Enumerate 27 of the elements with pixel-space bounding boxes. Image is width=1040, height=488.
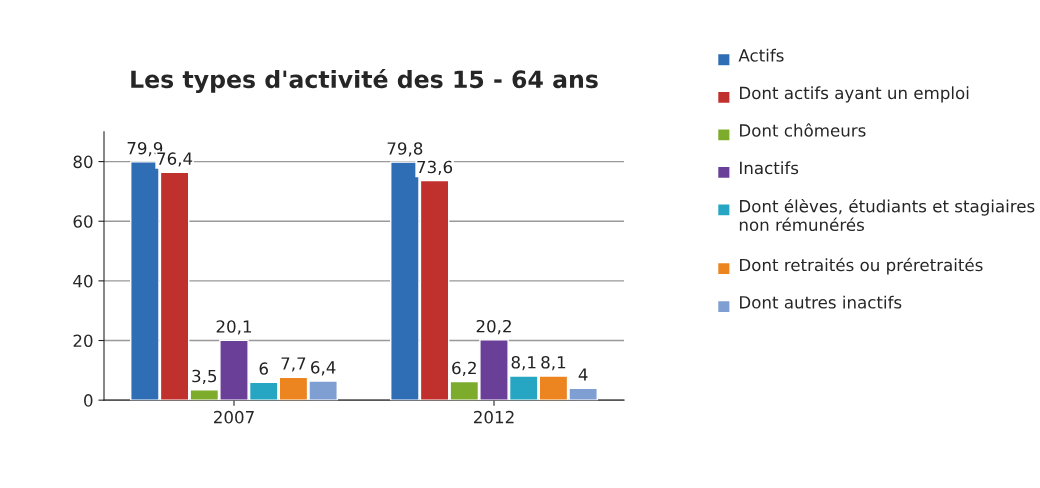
- chart-title: Les types d'activité des 15 - 64 ans: [131, 68, 598, 93]
- data-label: 3,5: [192, 369, 217, 385]
- legend-label: Dont retraités ou préretraités: [740, 257, 983, 275]
- y-tick-label: 80: [73, 155, 93, 169]
- data-label: 6: [259, 362, 268, 375]
- data-label: 8,1: [511, 356, 536, 371]
- legend-label: Dont chômeurs: [740, 123, 866, 137]
- data-label: 8,1: [541, 356, 566, 371]
- legend-label: Dont élèves, étudiants et stagiaires non rémunérés: [739, 198, 1035, 232]
- data-label: 20,1: [216, 320, 252, 335]
- legend-label: Dont actifs ayant un emploi: [740, 86, 969, 103]
- data-label: 4: [578, 368, 588, 381]
- data-label: 6,2: [452, 361, 476, 376]
- y-tick-label: 60: [73, 215, 93, 228]
- legend-label: Dont autres inactifs: [740, 295, 902, 309]
- data-label: 79,8: [387, 142, 423, 157]
- y-tick-label: 40: [73, 274, 93, 288]
- x-tick-label: 2012: [474, 410, 514, 424]
- data-label: 6,4: [311, 361, 336, 376]
- x-tick-label: 2007: [214, 410, 254, 424]
- y-tick-label: 20: [73, 334, 93, 348]
- y-tick-label: 0: [84, 394, 93, 407]
- data-label: 7,7: [281, 357, 306, 372]
- legend-label: Inactifs: [740, 161, 799, 175]
- legend-label: Actifs: [738, 48, 784, 62]
- data-label: 73,6: [417, 160, 453, 175]
- data-label: 20,2: [476, 319, 511, 335]
